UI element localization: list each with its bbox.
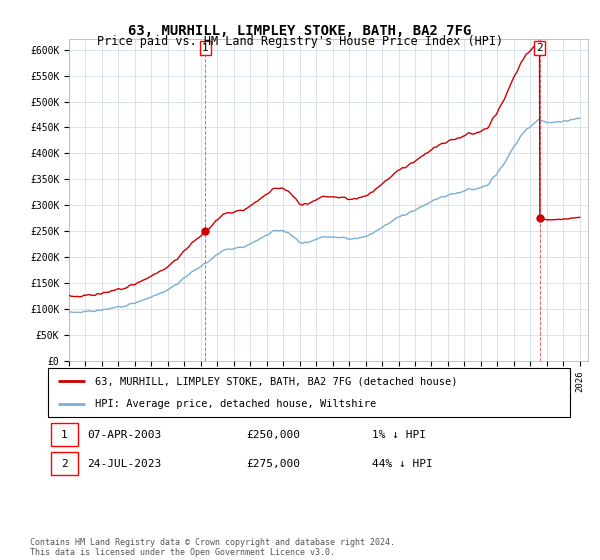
- Text: 1: 1: [61, 430, 68, 440]
- Text: 63, MURHILL, LIMPLEY STOKE, BATH, BA2 7FG: 63, MURHILL, LIMPLEY STOKE, BATH, BA2 7F…: [128, 24, 472, 38]
- Bar: [50, 423, 78, 446]
- Bar: [50, 452, 78, 475]
- Text: 24-JUL-2023: 24-JUL-2023: [87, 459, 161, 469]
- Text: 1: 1: [202, 43, 209, 53]
- Text: £250,000: £250,000: [247, 430, 301, 440]
- Text: 2: 2: [61, 459, 68, 469]
- Text: 44% ↓ HPI: 44% ↓ HPI: [371, 459, 433, 469]
- Text: £275,000: £275,000: [247, 459, 301, 469]
- Text: 1% ↓ HPI: 1% ↓ HPI: [371, 430, 425, 440]
- Text: 63, MURHILL, LIMPLEY STOKE, BATH, BA2 7FG (detached house): 63, MURHILL, LIMPLEY STOKE, BATH, BA2 7F…: [95, 376, 457, 386]
- Text: 2: 2: [536, 43, 543, 53]
- Text: Contains HM Land Registry data © Crown copyright and database right 2024.
This d: Contains HM Land Registry data © Crown c…: [30, 538, 395, 557]
- Text: Price paid vs. HM Land Registry's House Price Index (HPI): Price paid vs. HM Land Registry's House …: [97, 35, 503, 48]
- Text: 07-APR-2003: 07-APR-2003: [87, 430, 161, 440]
- Text: HPI: Average price, detached house, Wiltshire: HPI: Average price, detached house, Wilt…: [95, 399, 376, 409]
